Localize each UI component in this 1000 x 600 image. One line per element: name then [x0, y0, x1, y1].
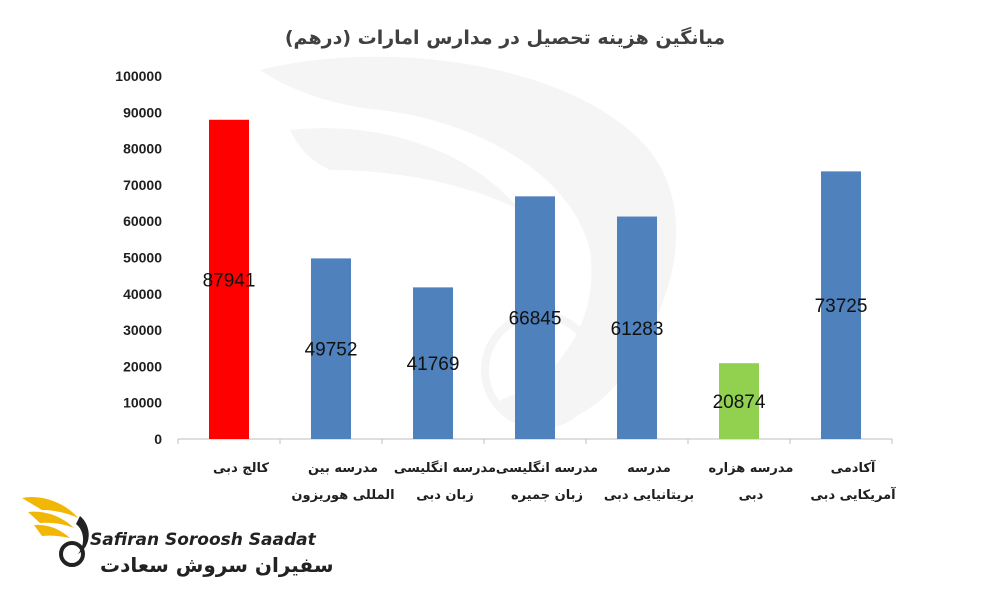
- y-tick-label: 60000: [123, 213, 162, 229]
- x-tick-label: مدرسه هزاره: [709, 461, 794, 476]
- data-label: 87941: [203, 270, 256, 291]
- y-tick-label: 0: [154, 431, 162, 447]
- y-tick-label: 40000: [123, 286, 162, 302]
- y-axis: 0 10000 20000 30000 40000 50000 60000 70000 8000…: [115, 68, 162, 447]
- data-label: 41769: [407, 354, 460, 375]
- y-tick-label: 10000: [123, 395, 162, 411]
- brand-name-en: Safiran Soroosh Saadat: [90, 530, 316, 550]
- data-label: 66845: [509, 309, 562, 330]
- x-tick-label: بریتانیایی دبی: [604, 488, 694, 503]
- data-labels: 87941 49752 41769 66845 61283 20874 73725: [203, 270, 868, 413]
- x-tick-label: المللی هوریزون: [291, 488, 394, 503]
- y-tick-label: 50000: [123, 250, 162, 266]
- x-tick-label: آمریکایی دبی: [810, 486, 896, 503]
- bar: [719, 363, 759, 439]
- y-tick-label: 70000: [123, 177, 162, 193]
- y-tick-label: 80000: [123, 141, 162, 157]
- y-tick-label: 20000: [123, 358, 162, 374]
- bar: [311, 258, 351, 439]
- chart-title: میانگین هزینه تحصیل در مدارس امارات (دره…: [285, 26, 725, 49]
- bar: [821, 171, 861, 440]
- data-label: 49752: [305, 340, 358, 361]
- x-tick-label: مدرسه انگلیسی: [496, 460, 598, 476]
- data-label: 20874: [713, 392, 766, 413]
- brand-logo: [20, 488, 310, 588]
- y-tick-label: 100000: [115, 68, 162, 84]
- bar: [515, 196, 555, 439]
- data-label: 61283: [611, 319, 664, 340]
- y-tick-label: 90000: [123, 104, 162, 120]
- x-tick-label: کالج دبی: [213, 461, 269, 476]
- wing-logo-icon: [22, 496, 89, 567]
- x-tick-label: مدرسه بین: [308, 461, 378, 476]
- x-tick-label: زبان جمیره: [511, 488, 583, 503]
- x-tick-label: زبان دبی: [416, 488, 474, 503]
- bar: [617, 216, 657, 439]
- y-tick-label: 30000: [123, 322, 162, 338]
- brand-name-fa: سفیران سروش سعادت: [100, 553, 334, 577]
- x-tick-label: دبی: [739, 488, 764, 503]
- x-tick-label: مدرسه: [627, 461, 671, 476]
- bars-group: [177, 119, 893, 444]
- data-label: 73725: [815, 296, 868, 317]
- bar: [209, 119, 249, 439]
- bar: [413, 287, 453, 439]
- x-tick-label: آکادمی: [831, 459, 876, 476]
- x-tick-label: مدرسه انگلیسی: [394, 460, 496, 476]
